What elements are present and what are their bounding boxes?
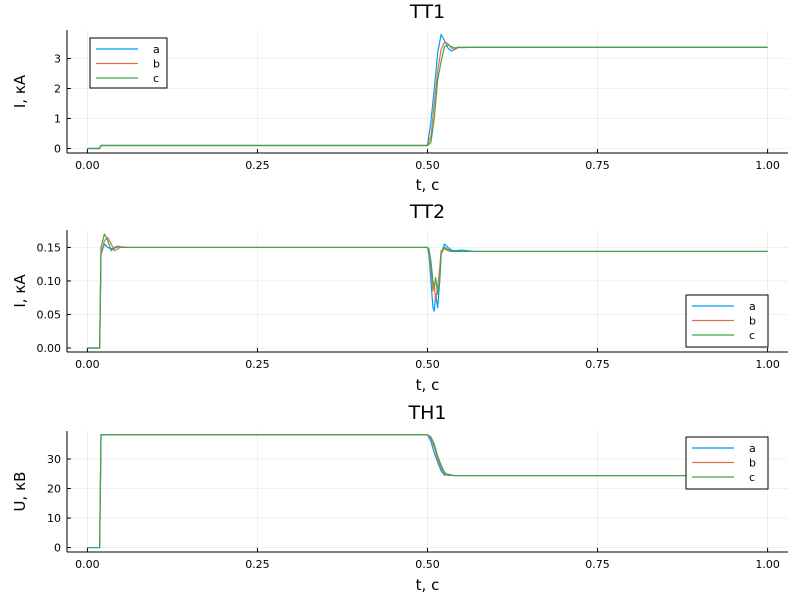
chart3-y-axis-label: U, кВ bbox=[11, 472, 29, 512]
chart1-x-tick-label: 0.00 bbox=[75, 159, 100, 172]
chart2-legend: abc bbox=[685, 294, 769, 348]
chart2-x-axis-label: t, с bbox=[416, 376, 440, 394]
chart2-y-tick-label: 0.00 bbox=[37, 342, 62, 355]
chart1-title: ТТ1 bbox=[409, 1, 445, 23]
chart3-x-tick-label: 1.00 bbox=[755, 558, 780, 571]
chart3-y-tick-label: 30 bbox=[47, 453, 61, 466]
chart3-series-c-line bbox=[87, 434, 768, 549]
chart1-y-tick-label: 0 bbox=[54, 143, 61, 156]
chart1-x-tick-label: 0.25 bbox=[245, 159, 270, 172]
chart3-legend: abc bbox=[685, 436, 769, 490]
chart3-x-tick-label: 0.25 bbox=[245, 558, 270, 571]
chart3-legend-label-c: c bbox=[749, 471, 755, 484]
chart2-y-tick-label: 0.15 bbox=[37, 241, 62, 254]
chart3-y-tick-label: 20 bbox=[47, 483, 61, 496]
chart2-legend-label-b: b bbox=[749, 315, 756, 328]
chart1-y-tick-label: 2 bbox=[54, 83, 61, 96]
chart1-panel: 0.00 0.25 0.50 0.75 1.00 0 1 2 3 ТТ1 t, с I, кА abc bbox=[11, 1, 788, 194]
chart2-x-tick-label: 1.00 bbox=[755, 358, 780, 371]
chart2-legend-label-c: c bbox=[749, 329, 755, 342]
chart3-x-axis-label: t, с bbox=[416, 576, 440, 594]
chart2-y-tick-label: 0.10 bbox=[37, 275, 62, 288]
chart1-legend-label-c: c bbox=[153, 72, 159, 85]
chart1-x-axis-label: t, с bbox=[416, 176, 440, 194]
chart1-x-tick-label: 0.50 bbox=[415, 159, 440, 172]
chart3-panel: 0.00 0.25 0.50 0.75 1.00 0 10 20 30 ТН1 t, с U, кВ a… bbox=[11, 402, 788, 594]
chart1-legend: abc bbox=[89, 37, 168, 89]
chart2-x-tick-label: 0.50 bbox=[415, 358, 440, 371]
chart3-y-tick-label: 10 bbox=[47, 512, 61, 525]
chart2-title: ТТ2 bbox=[409, 201, 445, 223]
chart3-x-tick-label: 0.00 bbox=[75, 558, 100, 571]
chart1-y-tick-label: 3 bbox=[54, 53, 61, 66]
chart2-y-tick-label: 0.05 bbox=[37, 308, 62, 321]
chart2-legend-label-a: a bbox=[749, 300, 756, 313]
chart1-x-tick-label: 0.75 bbox=[585, 159, 610, 172]
chart3-y-tick-label: 0 bbox=[54, 542, 61, 555]
chart3-x-tick-label: 0.50 bbox=[415, 558, 440, 571]
chart2-panel: 0.00 0.25 0.50 0.75 1.00 0.00 0.05 0.10 0.15 ТТ2 t… bbox=[11, 201, 788, 394]
chart1-y-axis-label: I, кА bbox=[11, 74, 29, 108]
chart2-series-c-line bbox=[87, 233, 768, 349]
chart3-x-tick-label: 0.75 bbox=[585, 558, 610, 571]
chart2-y-axis-label: I, кА bbox=[11, 274, 29, 308]
chart3-title: ТН1 bbox=[408, 402, 447, 424]
chart2-series-a-line bbox=[87, 243, 768, 349]
chart1-x-tick-label: 1.00 bbox=[755, 159, 780, 172]
chart2-x-tick-label: 0.25 bbox=[245, 358, 270, 371]
chart1-y-tick-label: 1 bbox=[54, 113, 61, 126]
chart1-series-c-line bbox=[87, 44, 768, 150]
chart1-legend-label-b: b bbox=[153, 58, 160, 71]
chart2-x-tick-label: 0.75 bbox=[585, 358, 610, 371]
chart2-x-tick-label: 0.00 bbox=[75, 358, 100, 371]
chart3-legend-label-b: b bbox=[749, 457, 756, 470]
chart3-legend-label-a: a bbox=[749, 442, 756, 455]
chart1-legend-label-a: a bbox=[153, 43, 160, 56]
